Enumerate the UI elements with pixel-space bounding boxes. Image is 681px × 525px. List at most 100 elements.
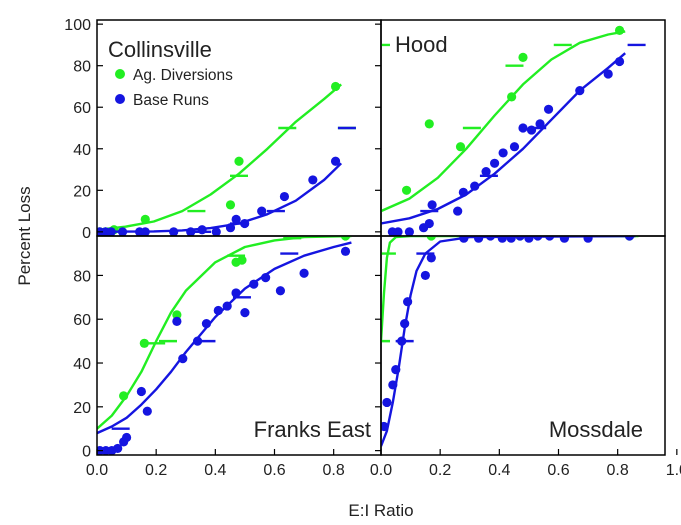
data-point-base <box>393 227 403 236</box>
data-point-ag <box>614 25 625 35</box>
data-point-base <box>178 354 188 364</box>
data-point-base <box>470 181 480 191</box>
data-point-base <box>186 227 196 236</box>
data-point-base <box>403 297 413 307</box>
panel-plot-area <box>381 236 639 447</box>
legend-label-ag: Ag. Diversions <box>133 67 233 84</box>
data-point-base <box>257 206 267 216</box>
curve-ag <box>97 83 342 231</box>
x-tick-label: 0.2 <box>429 462 451 479</box>
y-tick-label: 0 <box>82 444 91 461</box>
data-point-ag <box>172 310 182 320</box>
panel-title: Franks East <box>254 417 371 442</box>
data-point-base <box>459 236 469 243</box>
data-point-base <box>506 236 516 243</box>
data-point-base <box>225 223 236 233</box>
panels: Collinsville Hood Franks East Mossdale <box>96 19 678 456</box>
data-point-base <box>201 319 212 329</box>
curve-ag <box>381 236 636 342</box>
data-point-base <box>526 125 537 135</box>
data-point-base <box>388 380 398 390</box>
data-point-base <box>400 319 410 329</box>
data-point-base <box>426 253 436 263</box>
panel-frame <box>380 235 666 456</box>
panel-1: Collinsville <box>96 19 382 237</box>
data-point-ag <box>140 214 150 224</box>
data-point-ag <box>330 81 341 92</box>
curve-base <box>97 162 343 233</box>
data-point-base <box>603 69 613 79</box>
data-point-ag <box>455 142 466 152</box>
data-point-base <box>427 200 437 210</box>
x-tick-label: 0.8 <box>607 462 629 479</box>
data-point-base <box>231 288 241 298</box>
panel-plot-area <box>381 25 646 236</box>
x-axis-label: E:I Ratio <box>348 501 413 520</box>
data-point-base <box>518 123 528 133</box>
data-point-base <box>458 187 468 197</box>
data-point-base <box>481 167 491 177</box>
panel-2: Hood <box>380 19 666 237</box>
data-point-base <box>453 206 463 216</box>
data-point-base <box>397 336 407 346</box>
legend-label-base: Base Runs <box>133 92 209 109</box>
data-point-ag <box>426 236 436 241</box>
data-point-base <box>485 236 496 241</box>
data-point-base <box>140 227 150 236</box>
data-point-base <box>391 364 401 375</box>
data-point-base <box>583 236 593 243</box>
data-point-base <box>240 308 250 318</box>
y-tick-label: 80 <box>73 268 91 285</box>
y-tick-label: 100 <box>64 17 91 34</box>
data-point-base <box>275 286 286 296</box>
data-point-base <box>121 432 132 443</box>
x-tick-label: 0.8 <box>323 462 345 479</box>
y-axis-label: Percent Loss <box>15 186 34 285</box>
legend-marker-ag <box>115 69 125 79</box>
data-point-base <box>249 279 259 289</box>
data-point-base <box>404 227 414 236</box>
panel-4: Mossdale <box>380 235 678 456</box>
data-point-base <box>299 268 309 278</box>
data-point-base <box>614 56 625 67</box>
data-point-base <box>559 236 570 243</box>
curve-base <box>381 236 636 447</box>
data-point-ag <box>139 338 149 348</box>
data-point-base <box>197 225 207 235</box>
panel-3: Franks East <box>96 235 382 456</box>
data-point-ag <box>424 119 434 129</box>
data-point-base <box>535 119 545 129</box>
y-tick-label: 20 <box>73 400 91 417</box>
panel-title: Collinsville <box>108 37 212 62</box>
x-tick-label: 0.0 <box>86 462 108 479</box>
y-tick-label: 80 <box>73 59 91 76</box>
data-point-base <box>192 336 203 346</box>
x-tick-label: 0.6 <box>547 462 569 479</box>
data-point-base <box>420 270 430 281</box>
tick-labels: 0 20 40 60 80 100 0 20 40 60 80 0.0 0.2 0.4 0.6 0.8 0.0 0… <box>64 17 681 479</box>
data-point-ag <box>507 92 517 102</box>
data-point-base <box>490 158 500 168</box>
x-tick-label: 0.2 <box>145 462 167 479</box>
data-point-base <box>169 227 179 236</box>
data-point-base <box>545 236 555 241</box>
data-point-base <box>624 236 635 241</box>
x-tick-label: 0.4 <box>488 462 510 479</box>
y-tick-label: 40 <box>73 142 91 159</box>
y-tick-label: 40 <box>73 356 91 373</box>
data-point-base <box>240 218 250 229</box>
data-point-base <box>424 218 434 229</box>
data-point-base <box>308 175 318 185</box>
data-point-ag <box>225 200 236 210</box>
data-point-base <box>279 191 290 202</box>
data-point-base <box>498 148 508 158</box>
panel-plot-area <box>97 236 352 455</box>
y-tick-label: 0 <box>82 225 91 242</box>
data-point-ag <box>340 236 351 241</box>
curve-base <box>381 52 626 225</box>
data-point-base <box>172 316 182 327</box>
legend: Ag. Diversions Base Runs <box>115 67 233 109</box>
y-tick-label: 60 <box>73 100 91 117</box>
data-point-base <box>509 142 520 152</box>
